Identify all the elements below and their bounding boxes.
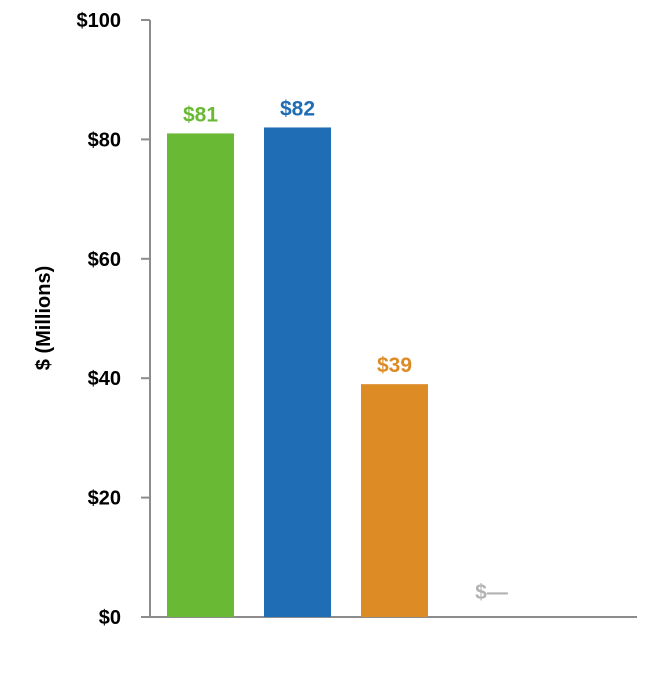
data-label: $82 bbox=[280, 97, 315, 120]
y-tick-label: $60 bbox=[88, 249, 121, 271]
y-tick-label: $40 bbox=[88, 368, 121, 390]
bar bbox=[264, 127, 331, 618]
data-label: $39 bbox=[377, 354, 412, 377]
y-tick-label: $80 bbox=[88, 129, 121, 151]
bars bbox=[167, 127, 428, 618]
y-axis: $0 $20 $40 $60 $80 $100 bbox=[77, 10, 151, 629]
y-tick-label: $20 bbox=[88, 488, 121, 510]
y-tick-label: $0 bbox=[99, 607, 121, 629]
bar bbox=[361, 384, 428, 617]
data-labels: $81 $82 $39 $— bbox=[183, 97, 508, 604]
data-label: $81 bbox=[183, 103, 218, 126]
y-tick-label: $100 bbox=[77, 10, 122, 32]
data-label: $— bbox=[475, 581, 508, 604]
bar bbox=[167, 133, 234, 617]
y-axis-title: $ (Millions) bbox=[33, 266, 55, 370]
